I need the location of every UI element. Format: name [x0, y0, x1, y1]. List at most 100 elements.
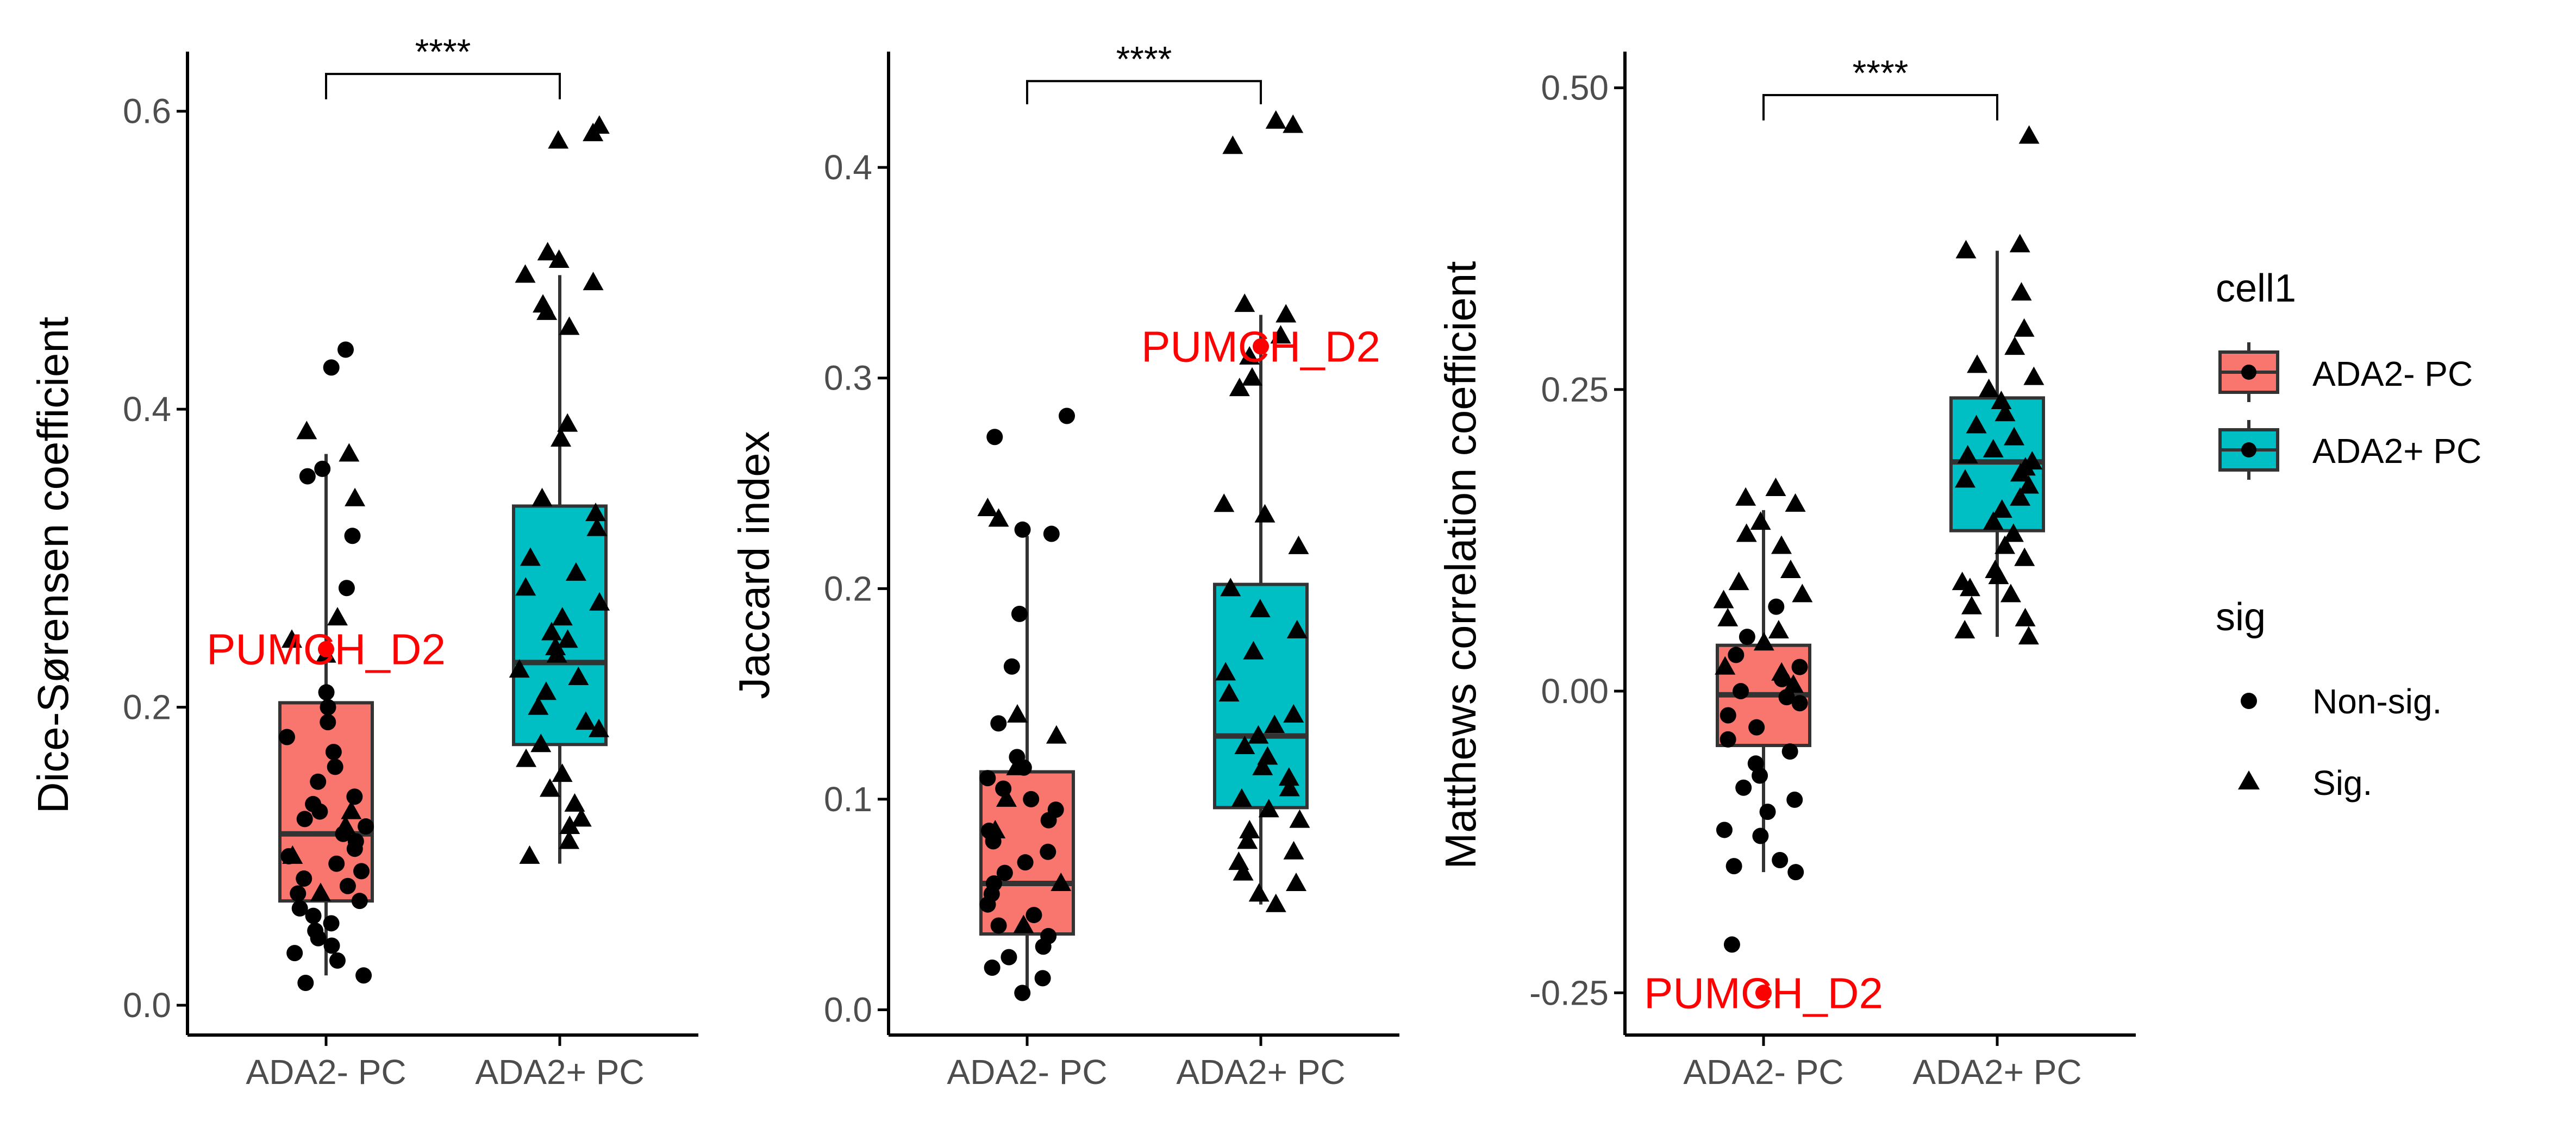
- data-point-triangle: [559, 830, 580, 849]
- data-point-triangle: [1286, 619, 1308, 638]
- highlight-label: PUMCH_D2: [1141, 323, 1380, 371]
- data-point-triangle: [1222, 135, 1243, 154]
- data-point-triangle: [2004, 336, 2025, 355]
- data-point-triangle: [1248, 883, 1270, 902]
- data-point-triangle: [1286, 872, 1307, 891]
- data-point-triangle: [515, 264, 536, 283]
- data-point-triangle: [1783, 674, 1804, 693]
- data-point-triangle: [1237, 830, 1258, 849]
- data-point-triangle: [1215, 662, 1236, 681]
- data-point-triangle: [1983, 511, 2004, 530]
- data-point-triangle: [977, 498, 998, 517]
- data-point-triangle: [585, 503, 607, 522]
- data-point-triangle: [1231, 788, 1252, 807]
- data-point-circle: [286, 945, 303, 962]
- data-point-circle: [344, 528, 361, 544]
- data-point-triangle: [988, 508, 1009, 527]
- data-point-circle: [1023, 791, 1040, 807]
- data-point-triangle: [515, 577, 536, 596]
- legend-shape-title: sig: [2216, 595, 2266, 639]
- data-point-circle: [291, 900, 308, 917]
- data-point-triangle: [559, 316, 580, 335]
- data-point-triangle: [2023, 366, 2044, 385]
- y-tick-label: 0.00: [1541, 672, 1609, 711]
- data-point-triangle: [568, 666, 589, 685]
- y-tick-label: 0.50: [1541, 68, 1609, 108]
- y-tick-label: 0.2: [824, 569, 872, 608]
- data-point-circle: [299, 468, 316, 485]
- data-point-circle: [339, 877, 356, 894]
- legend-key-point: [2241, 442, 2256, 457]
- data-point-triangle: [1289, 809, 1310, 828]
- data-point-triangle: [552, 763, 573, 782]
- data-point-triangle: [1258, 799, 1279, 818]
- data-point-circle: [1014, 985, 1031, 1001]
- y-tick-label: 0.4: [824, 148, 872, 187]
- x-tick-label: ADA2+ PC: [1912, 1052, 2081, 1092]
- significance-label: ****: [1853, 53, 1909, 93]
- data-point-triangle: [519, 845, 540, 864]
- data-point-triangle: [571, 808, 592, 827]
- data-point-circle: [351, 893, 368, 910]
- data-point-triangle: [1234, 293, 1255, 312]
- data-point-triangle: [537, 242, 558, 261]
- y-axis-title: Dice-Sørensen coefficient: [29, 317, 77, 814]
- data-point-triangle: [557, 413, 578, 432]
- data-point-triangle: [548, 130, 569, 149]
- data-point-circle: [310, 773, 327, 790]
- data-point-circle: [1723, 936, 1740, 953]
- legend-fill-title: cell1: [2216, 267, 2296, 310]
- data-point-triangle: [1288, 535, 1309, 554]
- data-point-circle: [1735, 779, 1752, 796]
- y-tick-label: 0.1: [824, 780, 872, 819]
- y-tick-label: 0.3: [824, 359, 872, 398]
- data-point-triangle: [1283, 114, 1304, 133]
- data-point-circle: [1059, 408, 1076, 424]
- data-point-circle: [1772, 851, 1789, 868]
- data-point-circle: [1752, 827, 1769, 844]
- data-point-triangle: [2018, 626, 2039, 645]
- data-point-triangle: [2009, 234, 2030, 253]
- data-point-triangle: [586, 517, 608, 536]
- legend-key-ada2-minus: [2218, 342, 2279, 402]
- data-point-triangle: [1220, 578, 1241, 597]
- data-point-triangle: [1955, 240, 1977, 259]
- data-point-triangle: [1715, 656, 1736, 675]
- data-point-triangle: [1276, 304, 1297, 323]
- data-point-circle: [986, 429, 1003, 446]
- data-point-circle: [328, 855, 345, 872]
- data-point-circle: [337, 341, 354, 358]
- data-point-circle: [325, 743, 342, 760]
- data-point-triangle: [1270, 325, 1291, 344]
- data-point-circle: [1040, 843, 1056, 860]
- data-point-triangle: [1957, 444, 1978, 463]
- y-tick-label: 0.2: [123, 688, 171, 727]
- significance-bracket: [1762, 93, 1998, 121]
- data-point-circle: [1733, 683, 1749, 700]
- data-point-circle: [1017, 854, 1034, 871]
- data-point-circle: [358, 818, 374, 835]
- data-point-triangle: [528, 696, 549, 715]
- data-point-circle: [1791, 659, 1808, 675]
- data-point-circle: [996, 864, 1013, 881]
- data-point-triangle: [2011, 282, 2032, 301]
- x-tick-label: ADA2- PC: [1683, 1052, 1843, 1092]
- data-point-triangle: [2018, 125, 2040, 144]
- data-point-circle: [314, 460, 331, 477]
- data-point-triangle: [1007, 704, 1028, 723]
- significance-label: ****: [1116, 39, 1172, 79]
- data-point-triangle: [1006, 756, 1027, 775]
- data-point-circle: [979, 770, 996, 787]
- data-point-circle: [338, 580, 355, 597]
- data-point-triangle: [535, 681, 557, 700]
- data-point-circle: [1003, 658, 1020, 675]
- data-point-circle: [990, 917, 1007, 934]
- data-point-circle: [1035, 938, 1052, 955]
- data-point-triangle: [583, 272, 604, 291]
- legend-item-sig: Sig.: [2312, 763, 2372, 803]
- significance-label: ****: [415, 32, 471, 72]
- data-point-triangle: [532, 487, 553, 506]
- data-point-circle: [323, 359, 340, 376]
- data-point-circle: [355, 967, 372, 984]
- data-point-circle: [1778, 689, 1795, 706]
